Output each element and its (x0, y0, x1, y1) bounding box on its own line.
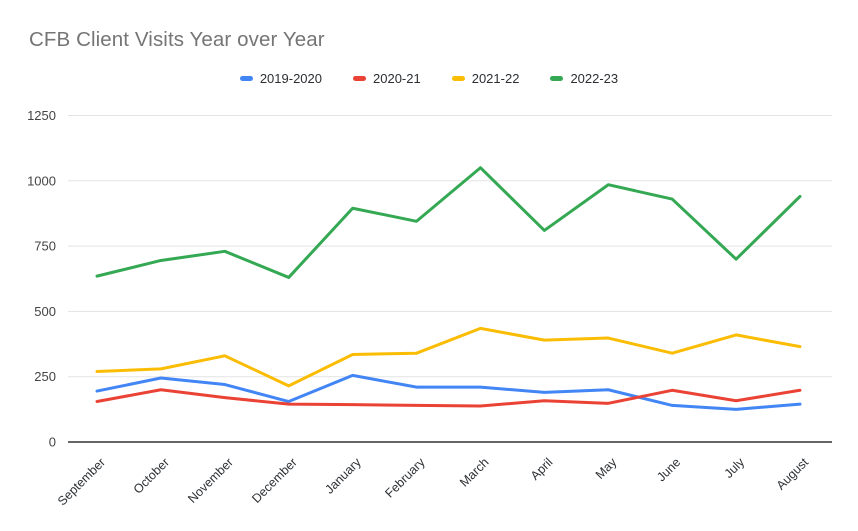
y-axis-label: 250 (34, 369, 56, 384)
series-line-2020-21 (95, 388, 802, 408)
legend-label: 2021-22 (471, 71, 520, 86)
x-axis-label: December (249, 455, 300, 506)
legend-item-2020-21: 2020-21 (353, 71, 421, 86)
series-line-2021-22 (95, 326, 802, 388)
chart-title: CFB Client Visits Year over Year (29, 28, 325, 51)
legend-marker-icon (239, 76, 253, 81)
legend-item-2022-23: 2022-23 (550, 71, 618, 86)
x-axis-label: March (457, 455, 491, 489)
y-axis-label: 500 (34, 304, 56, 319)
legend-label: 2020-21 (373, 71, 421, 86)
x-axis-label: November (185, 455, 236, 506)
y-axis-label: 1250 (27, 108, 56, 123)
y-axis-label: 1000 (27, 173, 56, 188)
y-axis-label: 750 (34, 239, 56, 254)
legend-label: 2022-23 (570, 71, 619, 86)
x-axis-label: January (322, 455, 364, 497)
chart-legend: 2019-2020 2020-21 2021-22 2022-23 (0, 71, 858, 86)
legend-marker-icon (550, 76, 564, 81)
series-line-2022-23 (95, 166, 802, 279)
legend-label: 2019-2020 (259, 71, 322, 86)
x-axis-label: September (55, 455, 108, 508)
x-axis-label: May (593, 455, 620, 482)
legend-marker-icon (353, 76, 366, 81)
x-axis-label: April (528, 455, 556, 483)
x-axis-label: June (654, 455, 683, 484)
y-axis-label: 0 (49, 435, 56, 450)
x-axis-label: August (774, 455, 812, 493)
legend-item-2021-22: 2021-22 (451, 71, 520, 86)
x-axis-label: February (382, 455, 428, 501)
series-line-2019-2020 (95, 373, 802, 411)
legend-marker-icon (451, 76, 465, 81)
legend-item-2019-2020: 2019-2020 (239, 71, 322, 86)
x-axis-label: July (722, 455, 748, 481)
x-axis-label: October (131, 455, 172, 496)
